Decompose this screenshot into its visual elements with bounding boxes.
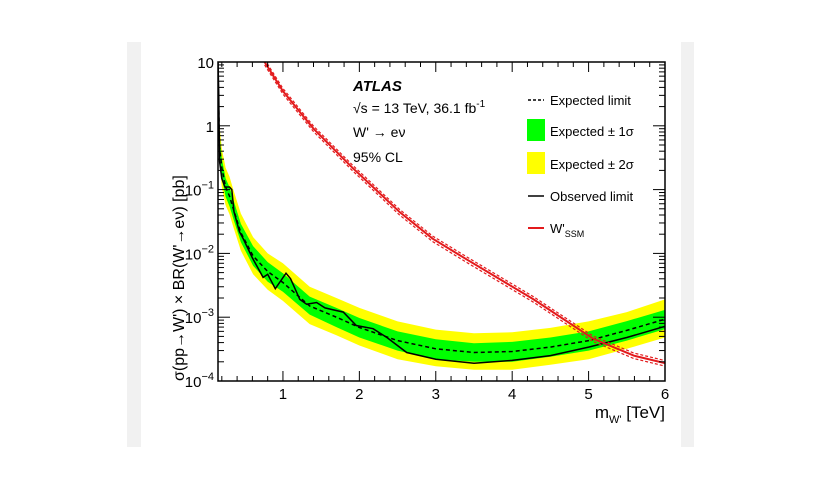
y-tick-base: 10 [185,246,202,263]
plot-frame [217,61,666,382]
legend-one-sigma-swatch [527,119,545,141]
legend-ssm-label: W'SSM [550,221,584,239]
legend-expected-label: Expected limit [550,93,631,108]
y-tick-base: 1 [206,119,214,136]
ssm-band-lower [264,64,665,367]
channel-label: W' → eν [353,124,405,140]
legend-one-sigma-label: Expected ± 1σ [550,124,634,139]
x-axis-title-main: m [595,403,609,422]
x-axis-title: mW' [TeV] [595,403,665,426]
x-axis-title-unit: [TeV] [622,403,665,422]
y-tick-label: 10−3 [185,307,214,327]
y-tick-label: 10−1 [185,180,214,200]
legend-ssm-sub: SSM [565,229,585,239]
observed-limit-line [218,62,665,364]
y-tick-exponent: −3 [201,307,214,319]
ssm-band-upper [265,62,665,362]
y-tick-exponent: −2 [201,243,214,255]
energy-label: √s = 13 TeV, 36.1 fb-1 [353,99,486,116]
x-tick-label: 1 [279,386,287,403]
x-tick-label: 6 [661,386,669,403]
x-axis-title-sub: W' [609,414,621,426]
x-tick-label: 2 [355,386,363,403]
legend-two-sigma-swatch [527,152,545,174]
y-tick-base: 10 [197,55,214,72]
cl-label: 95% CL [353,149,403,165]
y-tick-label: 1 [206,119,214,136]
y-tick-label: 10−4 [185,371,214,391]
y-axis-title: σ(pp→W') × BR(W'→eν) [pb] [171,175,188,381]
atlas-label: ATLAS [352,78,402,95]
y-tick-base: 10 [185,183,202,200]
y-tick-base: 10 [185,310,202,327]
legend-observed-label: Observed limit [550,189,633,204]
ssm-line [263,62,665,365]
legend: Expected limit Expected ± 1σ Expected ± … [527,93,634,239]
figure-canvas [141,42,681,447]
legend-two-sigma-label: Expected ± 2σ [550,157,634,172]
y-tick-label: 10 [197,55,214,72]
x-tick-label: 3 [432,386,440,403]
y-tick-label: 10−2 [185,243,214,263]
energy-text: √s = 13 TeV, 36.1 fb [353,100,476,116]
legend-ssm-main: W' [550,221,565,236]
energy-superscript: -1 [476,99,485,110]
y-tick-exponent: −1 [201,180,214,192]
y-tick-base: 10 [185,374,202,391]
x-tick-label: 5 [584,386,592,403]
y-tick-exponent: −4 [201,371,214,383]
x-tick-label: 4 [508,386,516,403]
